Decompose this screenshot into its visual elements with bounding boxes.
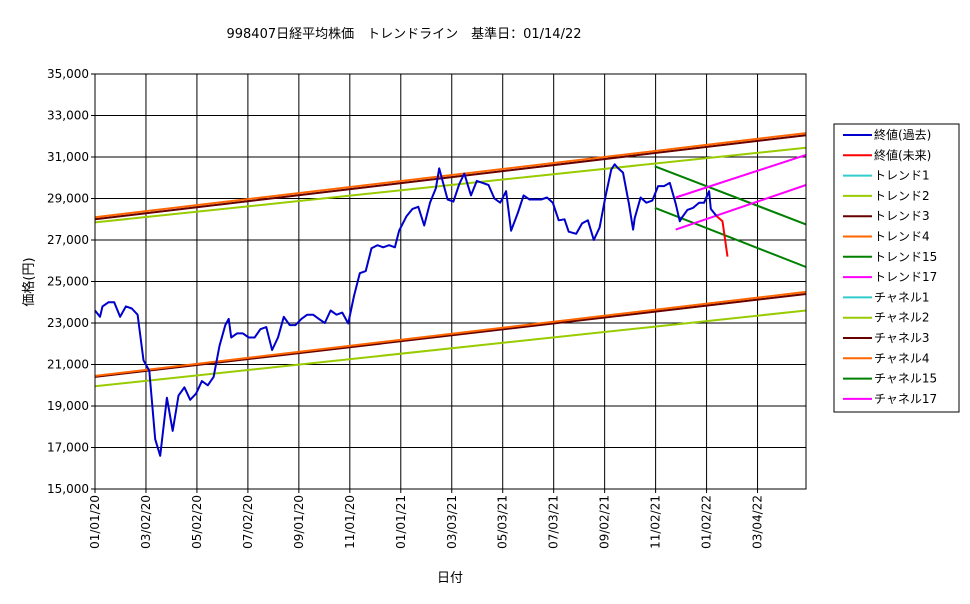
series-line (94, 290, 807, 377)
y-axis-label: 価格(円) (21, 257, 37, 306)
series-line (675, 153, 807, 199)
x-tick-label: 11/02/21 (649, 495, 663, 549)
series-line (94, 132, 807, 219)
y-tick-label: 25,000 (47, 275, 89, 289)
legend-label: チャネル15 (874, 372, 937, 386)
series-line (675, 184, 807, 231)
y-tick-labels: 15,000 17,000 19,000 21,000 23,000 25,000 27,0… (47, 67, 89, 496)
x-tick-label: 05/02/20 (190, 495, 204, 549)
x-tick-label: 09/02/21 (598, 495, 612, 549)
x-tick-label: 11/01/20 (343, 495, 357, 549)
legend-label: トレンド15 (874, 250, 937, 264)
series-line (654, 165, 807, 226)
series-line (715, 215, 729, 257)
series-lines (94, 132, 807, 457)
x-tick-label: 09/01/20 (292, 495, 306, 549)
legend-label: トレンド17 (874, 270, 937, 284)
series-line (94, 309, 807, 388)
plot-area-border (94, 73, 807, 490)
series-line (654, 206, 807, 268)
y-tick-label: 33,000 (47, 109, 89, 123)
legend-label: チャネル17 (874, 392, 937, 406)
legend: 終値(過去) 終値(未来) トレンド1 トレンド2 トレンド3 トレンド4 トレンド15 トレ… (833, 123, 960, 413)
y-tick-label: 35,000 (47, 67, 89, 81)
y-tick-label: 15,000 (47, 482, 89, 496)
legend-label: チャネル3 (874, 331, 930, 345)
legend-label: 終値(未来) (874, 147, 931, 162)
x-tick-label: 07/03/21 (547, 495, 561, 549)
y-tick-label: 31,000 (47, 150, 89, 164)
legend-label: チャネル4 (874, 351, 930, 365)
x-tick-label: 01/01/20 (88, 495, 102, 549)
series-line (94, 293, 807, 378)
series-line (94, 146, 807, 224)
x-tick-label: 03/02/20 (139, 495, 153, 549)
legend-label: チャネル2 (874, 311, 930, 325)
y-tick-label: 29,000 (47, 192, 89, 206)
y-tick-label: 21,000 (47, 358, 89, 372)
x-tick-label: 01/02/22 (700, 495, 714, 549)
y-tick-label: 17,000 (47, 441, 89, 455)
x-tick-label: 05/03/21 (496, 495, 510, 549)
x-tick-label: 07/02/20 (241, 495, 255, 549)
chart-title: 998407日経平均株価 トレンドライン 基準日：01/14/22 (226, 26, 581, 42)
legend-label: トレンド3 (874, 209, 930, 223)
legend-label: トレンド1 (874, 169, 930, 183)
x-tick-label: 01/01/21 (394, 495, 408, 549)
y-tick-label: 19,000 (47, 399, 89, 413)
legend-label: トレンド2 (874, 189, 930, 203)
legend-label: チャネル1 (874, 290, 930, 304)
y-tick-label: 27,000 (47, 233, 89, 247)
series-line (94, 134, 807, 221)
legend-label: トレンド4 (874, 230, 930, 244)
grid-lines (91, 73, 806, 493)
x-tick-label: 03/04/22 (751, 495, 765, 549)
x-tick-label: 03/03/21 (445, 495, 459, 549)
legend-label: 終値(過去) (874, 127, 931, 142)
x-tick-labels: 01/01/20 03/02/20 05/02/20 07/02/20 09/01/20… (88, 495, 765, 549)
y-tick-label: 23,000 (47, 316, 89, 330)
legend-box (833, 123, 960, 413)
x-axis-label: 日付 (437, 571, 463, 586)
series-line (94, 163, 718, 457)
